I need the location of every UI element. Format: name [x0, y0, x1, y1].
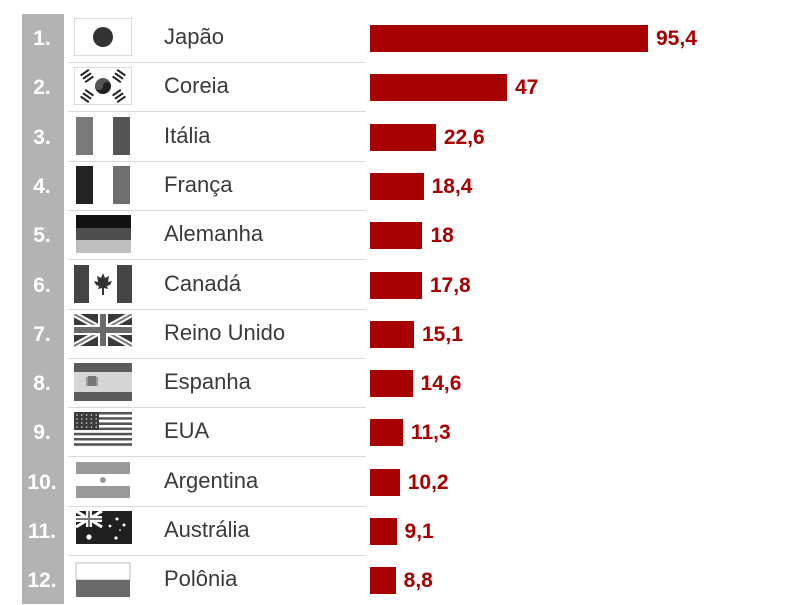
rank-number: 7. [33, 322, 51, 346]
row-separator [68, 357, 366, 359]
rank-number: 9. [33, 421, 51, 445]
bar [370, 320, 414, 348]
chart-row: 7. Reino Unido 15,1 [0, 310, 800, 359]
rank-column-background [22, 14, 64, 604]
country-label: Austrália [164, 517, 250, 542]
chart-row: 12. Polônia 8,8 [0, 556, 800, 605]
country-label: Polônia [164, 566, 238, 592]
rank-number: 3. [33, 125, 51, 149]
rank-number: 5. [33, 224, 51, 248]
row-separator [68, 62, 366, 63]
data-label: 9,1 [404, 520, 434, 543]
bar [370, 74, 507, 102]
country-label: Coreia [164, 73, 229, 99]
row-separator [68, 407, 366, 409]
data-label: 18 [430, 224, 454, 248]
rank-number: 10. [27, 470, 57, 494]
country-label: EUA [164, 418, 210, 444]
bar [370, 172, 424, 200]
data-label: 22,6 [443, 125, 485, 149]
country-label: Espanha [164, 369, 251, 395]
bar [370, 518, 397, 545]
italy-flag [74, 116, 132, 155]
country-label: Argentina [164, 467, 259, 493]
bar [370, 123, 436, 151]
country-label: Canadá [164, 270, 242, 296]
argentina-flag [76, 461, 130, 498]
bar [370, 370, 413, 398]
poland-flag [75, 562, 131, 598]
bar [370, 25, 648, 52]
row-separator [68, 555, 366, 556]
chart-row: 10. Argentina 10,2 [0, 458, 800, 507]
data-label: 11,3 [410, 421, 451, 445]
rank-number: 8. [33, 372, 51, 396]
chart-row: 4. França 18,4 [0, 162, 800, 211]
bar [370, 468, 400, 496]
chart-row: 2. Coreia 47 [0, 63, 800, 113]
chart-row: 3. Itália 22,6 [0, 113, 800, 162]
row-separator [68, 308, 366, 310]
rank-number: 6. [33, 273, 51, 297]
usa-flag [74, 412, 132, 447]
canada-flag [74, 264, 132, 303]
bar [370, 271, 422, 299]
data-label: 17,8 [429, 273, 471, 297]
bar [370, 419, 403, 447]
spain-flag [74, 363, 132, 402]
bar [370, 567, 396, 595]
country-label: Reino Unido [164, 319, 286, 345]
south-korea-flag [74, 67, 132, 106]
bar [370, 222, 423, 250]
row-separator [68, 456, 366, 458]
row-separator [68, 505, 366, 507]
data-label: 8,8 [403, 569, 433, 593]
row-separator [68, 111, 366, 113]
data-label: 95,4 [656, 27, 697, 50]
france-flag [74, 165, 132, 204]
chart-row: 8. Espanha 14,6 [0, 359, 800, 409]
germany-flag [76, 215, 131, 254]
chart-row: 11. Austrália 9,1 [0, 507, 800, 556]
data-label: 47 [514, 76, 539, 100]
data-label: 14,6 [420, 372, 462, 396]
country-label: Alemanha [164, 221, 264, 247]
united-kingdom-flag [74, 313, 132, 349]
country-label: Japão [164, 24, 224, 49]
japan-flag [74, 18, 132, 56]
row-separator [68, 160, 366, 162]
country-label: França [164, 171, 233, 197]
data-label: 10,2 [407, 470, 449, 494]
rank-number: 1. [33, 27, 51, 50]
data-label: 18,4 [431, 174, 473, 198]
chart-row: 5. Alemanha 18 [0, 211, 800, 261]
rank-number: 2. [33, 76, 51, 100]
rank-number: 4. [33, 174, 51, 198]
chart-row: 6. Canadá 17,8 [0, 261, 800, 310]
row-separator [68, 259, 366, 261]
data-label: 15,1 [422, 322, 463, 346]
row-separator [68, 209, 366, 211]
chart-row: 1. Japão 95,4 [0, 14, 800, 63]
rank-number: 11. [27, 520, 57, 543]
chart-row: 9. EUA 11,3 [0, 408, 800, 458]
australia-flag [75, 511, 132, 544]
country-label: Itália [164, 122, 211, 148]
rank-number: 12. [27, 569, 57, 593]
